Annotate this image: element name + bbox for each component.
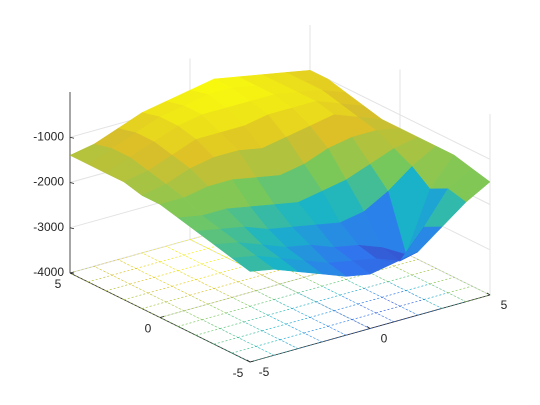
contour-cell — [237, 274, 281, 292]
contour-cell — [261, 323, 305, 341]
contour-cell — [339, 288, 383, 305]
contour-cell — [207, 297, 251, 314]
contour-cell — [267, 308, 311, 325]
surface-patch — [231, 255, 275, 272]
contour-cell — [195, 328, 239, 345]
contour-cell — [201, 312, 245, 329]
contour-cell — [87, 274, 131, 292]
contour-cell — [351, 312, 395, 329]
contour-cell — [213, 281, 257, 298]
contour-cell — [141, 301, 185, 318]
contour-cell — [399, 299, 443, 316]
contour-cell — [117, 252, 161, 269]
contour-cell — [93, 259, 137, 276]
y-tick — [159, 316, 165, 318]
contour-cell — [309, 310, 353, 327]
contour-cell — [129, 277, 173, 294]
contour-cell — [375, 305, 419, 323]
contour-cell — [159, 310, 203, 327]
contour-cell — [111, 268, 155, 285]
contour-cell — [165, 294, 209, 312]
contour-cell — [183, 303, 227, 321]
contour-cell — [255, 283, 299, 300]
contour-cell — [183, 248, 227, 265]
contour-cell — [273, 292, 317, 309]
contour-cell — [165, 239, 209, 256]
contour-cell — [405, 283, 449, 300]
contour-cell — [225, 305, 269, 323]
contour-cell — [381, 290, 425, 307]
contour-cell — [237, 330, 281, 347]
x-tick — [246, 359, 251, 363]
contour-cell — [333, 303, 377, 320]
z-tick-label: -4000 — [33, 265, 64, 279]
contour-cell — [291, 301, 335, 318]
contour-cell — [69, 265, 113, 283]
contour-cell — [255, 339, 299, 356]
contour-cell — [393, 259, 437, 276]
contour-cell — [177, 319, 221, 336]
contour-cell — [249, 299, 293, 316]
z-tick-label: -3000 — [33, 220, 64, 234]
contour-cell — [297, 285, 341, 303]
y-tick-label: 0 — [145, 322, 152, 336]
contour-cell — [231, 346, 275, 363]
y-tick-label: -5 — [233, 366, 244, 380]
contour-cell — [327, 319, 371, 336]
contour-cell — [447, 285, 491, 303]
contour-cell — [195, 272, 239, 289]
x-tick — [366, 326, 371, 329]
y-tick — [249, 360, 255, 363]
contour-cell — [243, 314, 287, 332]
contour-cell — [159, 254, 203, 272]
contour-cell — [177, 263, 221, 280]
x-tick — [486, 292, 491, 296]
y-tick — [69, 271, 75, 274]
contour-cell — [321, 279, 365, 296]
y-tick-label: 5 — [55, 277, 62, 291]
contour-cell — [315, 294, 359, 312]
x-tick-label: 0 — [381, 332, 388, 346]
contour-cell — [357, 296, 401, 314]
contour-cell — [429, 276, 473, 294]
contour-cell — [141, 245, 185, 263]
contour-cell — [231, 290, 275, 307]
contour-cell — [279, 332, 323, 349]
contour-cell — [171, 279, 215, 296]
contour-cell — [213, 337, 257, 354]
contour-cell — [189, 288, 233, 305]
z-tick — [69, 182, 75, 184]
contour-cell — [219, 321, 263, 338]
contour-cell — [147, 285, 191, 303]
z-tick — [69, 136, 75, 139]
contour-cell — [123, 292, 167, 309]
x-tick-label: -5 — [259, 365, 270, 379]
contour-cell — [423, 292, 467, 309]
contour-cell — [285, 317, 329, 334]
contour-cell — [279, 276, 323, 294]
z-tick-label: -2000 — [33, 175, 64, 189]
x-tick-label: 5 — [501, 298, 508, 312]
contour-cell — [105, 283, 149, 301]
contour-cell — [411, 267, 455, 285]
contour-cell — [387, 274, 431, 291]
z-tick-label: -1000 — [33, 129, 64, 143]
z-tick — [69, 227, 75, 230]
contour-cell — [135, 261, 179, 278]
contour-cell — [303, 325, 347, 343]
contour-cell — [363, 281, 407, 298]
contour-cell — [153, 270, 197, 287]
